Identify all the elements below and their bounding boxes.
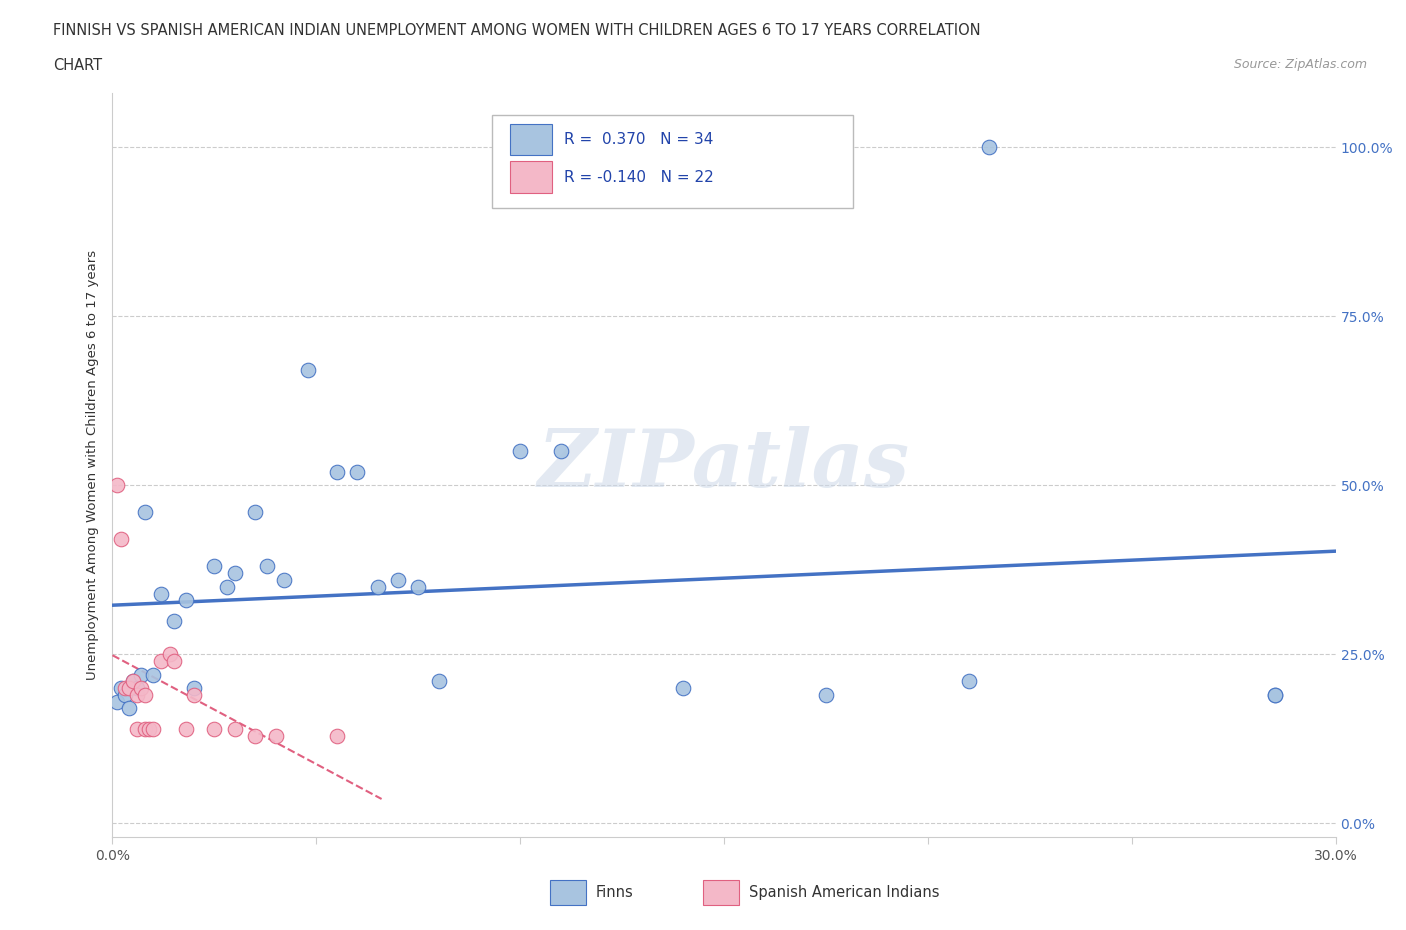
Point [427, 674, 450, 689]
Point [256, 559, 278, 574]
FancyBboxPatch shape [703, 880, 738, 906]
Point [134, 722, 156, 737]
Point [264, 728, 287, 743]
Point [215, 579, 238, 594]
Point [118, 701, 141, 716]
Point [125, 687, 148, 702]
Text: R = -0.140   N = 22: R = -0.140 N = 22 [564, 169, 714, 184]
FancyBboxPatch shape [510, 162, 551, 193]
Point [815, 687, 838, 702]
Point [138, 722, 160, 737]
Point [125, 681, 148, 696]
Point [129, 667, 152, 682]
Point [105, 695, 128, 710]
FancyBboxPatch shape [510, 125, 551, 155]
Text: Source: ZipAtlas.com: Source: ZipAtlas.com [1233, 58, 1367, 71]
Point [297, 363, 319, 378]
Point [224, 565, 246, 580]
Point [204, 722, 226, 737]
Point [114, 681, 136, 696]
Point [114, 687, 136, 702]
Text: FINNISH VS SPANISH AMERICAN INDIAN UNEMPLOYMENT AMONG WOMEN WITH CHILDREN AGES 6: FINNISH VS SPANISH AMERICAN INDIAN UNEMP… [53, 23, 981, 38]
Point [509, 444, 531, 458]
Point [387, 573, 409, 588]
Point [110, 532, 132, 547]
Point [150, 586, 173, 601]
Point [346, 464, 368, 479]
Text: ZIPatlas: ZIPatlas [538, 426, 910, 504]
Point [326, 464, 349, 479]
Point [408, 579, 430, 594]
Point [979, 140, 1001, 154]
Point [122, 674, 145, 689]
FancyBboxPatch shape [492, 115, 852, 208]
Point [1264, 687, 1286, 702]
Text: CHART: CHART [53, 58, 103, 73]
Point [142, 667, 165, 682]
Point [125, 722, 148, 737]
Point [224, 722, 246, 737]
Point [174, 722, 197, 737]
Text: R =  0.370   N = 34: R = 0.370 N = 34 [564, 132, 713, 147]
Point [134, 505, 156, 520]
Point [122, 674, 145, 689]
Point [1264, 687, 1286, 702]
Point [204, 559, 226, 574]
Point [163, 613, 186, 628]
Point [129, 681, 152, 696]
Point [273, 573, 295, 588]
Point [150, 654, 173, 669]
Point [159, 647, 181, 662]
FancyBboxPatch shape [550, 880, 586, 906]
Point [957, 674, 980, 689]
Text: Spanish American Indians: Spanish American Indians [748, 884, 939, 899]
Point [672, 681, 695, 696]
Point [110, 681, 132, 696]
Text: Finns: Finns [596, 884, 633, 899]
Point [326, 728, 349, 743]
Point [142, 722, 165, 737]
Y-axis label: Unemployment Among Women with Children Ages 6 to 17 years: Unemployment Among Women with Children A… [86, 250, 100, 680]
Point [105, 478, 128, 493]
Point [550, 444, 572, 458]
Point [134, 687, 156, 702]
Point [245, 505, 267, 520]
Point [174, 592, 197, 607]
Point [183, 681, 205, 696]
Point [163, 654, 186, 669]
Point [183, 687, 205, 702]
Point [366, 579, 388, 594]
Point [118, 681, 141, 696]
Point [245, 728, 267, 743]
